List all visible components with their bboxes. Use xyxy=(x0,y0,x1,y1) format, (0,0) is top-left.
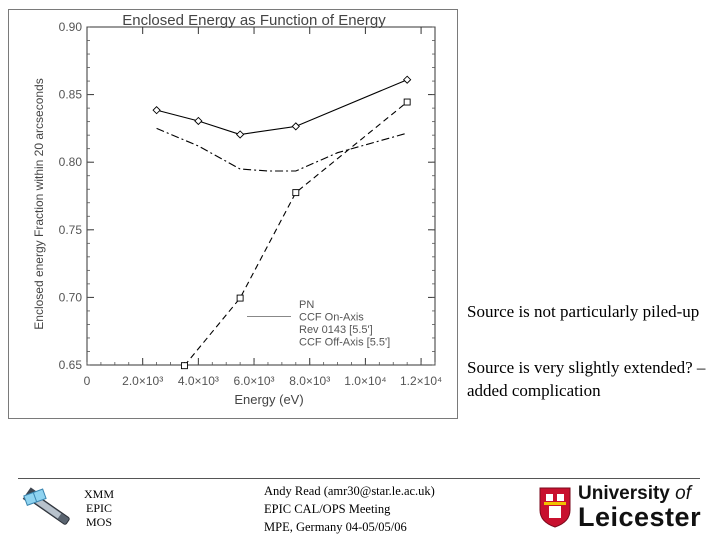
legend-entry: CCF On-Axis xyxy=(299,312,364,324)
data-point-pn xyxy=(235,130,245,139)
y-axis-label: Enclosed energy Fraction within 20 arcse… xyxy=(32,78,46,329)
meeting-name: EPIC CAL/OPS Meeting xyxy=(264,502,391,516)
legend-entry: CCF Off-Axis [5.5'] xyxy=(299,337,390,349)
chart-title: Enclosed Energy as Function of Energy xyxy=(122,12,386,29)
mission-label: XMM EPIC MOS xyxy=(78,487,120,529)
y-tick-label: 0.85 xyxy=(59,88,83,102)
series-line-pn xyxy=(156,79,408,136)
x-tick-label: 1.0×10⁴ xyxy=(344,374,386,388)
y-tick-label: 0.65 xyxy=(59,358,83,372)
data-point-pn xyxy=(403,75,412,84)
note-pileup: Source is not particularly piled-up xyxy=(467,302,700,321)
university-name: Leicester xyxy=(578,502,702,532)
data-point-pn xyxy=(152,106,161,115)
legend-entry: PN xyxy=(299,299,314,311)
university-word: University xyxy=(578,483,670,504)
x-axis-label: Energy (eV) xyxy=(234,392,303,407)
university-logo: University of Leicester xyxy=(538,483,702,532)
series-line-ccf-off-axis-5-5 xyxy=(156,127,408,172)
university-of-word: of xyxy=(675,483,692,504)
y-tick-label: 0.90 xyxy=(59,20,83,34)
x-tick-label: 4.0×10³ xyxy=(178,374,219,388)
plot-frame xyxy=(86,26,436,366)
chart-panel: Enclosed Energy as Function of Energy 0.6… xyxy=(8,9,458,419)
x-tick-label: 2.0×10³ xyxy=(122,374,163,388)
series-line-rev-0143-5-5 xyxy=(183,101,408,367)
mission-line-epic: EPIC xyxy=(85,501,112,515)
y-tick-label: 0.75 xyxy=(59,223,83,237)
data-point-rev-0143-5-5 xyxy=(292,189,300,197)
legend-entry: Rev 0143 [5.5'] xyxy=(299,324,373,336)
data-point-pn xyxy=(194,116,203,126)
presenter-info: Andy Read (amr30@star.le.ac.uk) EPIC CAL… xyxy=(264,482,435,536)
mission-line-xmm: XMM xyxy=(83,487,114,501)
meeting-location: MPE, Germany 04-05/05/06 xyxy=(264,520,407,534)
footer-divider xyxy=(18,478,700,479)
y-tick-label: 0.80 xyxy=(59,155,83,169)
data-point-rev-0143-5-5 xyxy=(403,98,411,106)
x-tick-label: 0 xyxy=(84,374,91,388)
mission-line-mos: MOS xyxy=(85,515,112,529)
x-tick-label: 6.0×10³ xyxy=(234,374,275,388)
university-shield-icon xyxy=(539,487,571,528)
enclosed-energy-chart: Enclosed Energy as Function of Energy 0.6… xyxy=(32,12,442,407)
note-extended: Source is very slightly extended? – adde… xyxy=(467,358,706,400)
presenter-name: Andy Read (amr30@star.le.ac.uk) xyxy=(264,484,435,498)
x-tick-label: 8.0×10³ xyxy=(289,374,330,388)
data-point-pn xyxy=(291,122,300,131)
data-point-rev-0143-5-5 xyxy=(236,294,244,302)
x-tick-label: 1.2×10⁴ xyxy=(400,374,442,388)
y-tick-label: 0.70 xyxy=(59,290,83,304)
xmm-satellite-icon xyxy=(22,487,70,525)
data-point-rev-0143-5-5 xyxy=(180,362,188,370)
